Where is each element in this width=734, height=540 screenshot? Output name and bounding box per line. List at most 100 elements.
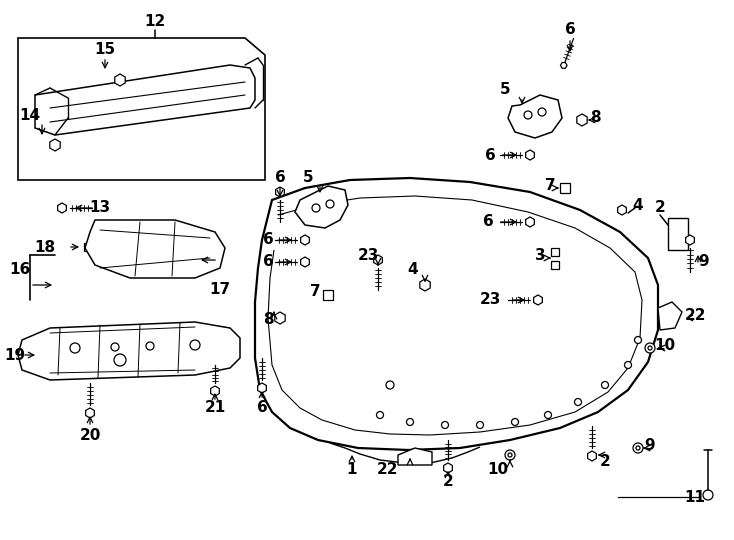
Circle shape xyxy=(648,346,652,350)
Text: 22: 22 xyxy=(377,462,399,477)
Circle shape xyxy=(508,453,512,457)
Polygon shape xyxy=(295,186,348,228)
Polygon shape xyxy=(301,257,309,267)
Circle shape xyxy=(190,340,200,350)
Text: 9: 9 xyxy=(644,437,655,453)
Text: 22: 22 xyxy=(684,307,706,322)
Text: 6: 6 xyxy=(275,171,286,186)
Circle shape xyxy=(634,336,642,343)
Circle shape xyxy=(326,200,334,208)
Text: 6: 6 xyxy=(263,254,273,269)
Text: 10: 10 xyxy=(487,462,509,477)
Polygon shape xyxy=(398,448,432,465)
Polygon shape xyxy=(420,279,430,291)
Bar xyxy=(551,248,559,256)
Text: 23: 23 xyxy=(357,247,379,262)
Circle shape xyxy=(386,381,394,389)
Circle shape xyxy=(633,443,643,453)
Text: 1: 1 xyxy=(346,462,357,477)
Text: 15: 15 xyxy=(95,43,115,57)
Text: 6: 6 xyxy=(484,147,495,163)
Text: 17: 17 xyxy=(209,282,230,298)
Text: 14: 14 xyxy=(19,107,40,123)
Text: 8: 8 xyxy=(589,111,600,125)
Bar xyxy=(84,243,92,251)
Polygon shape xyxy=(658,302,682,330)
Bar xyxy=(551,261,559,269)
Circle shape xyxy=(538,108,546,116)
Text: 18: 18 xyxy=(34,240,56,254)
Polygon shape xyxy=(18,38,265,180)
Polygon shape xyxy=(443,463,452,473)
Circle shape xyxy=(111,343,119,351)
Text: 4: 4 xyxy=(633,198,643,213)
Circle shape xyxy=(70,343,80,353)
Bar xyxy=(323,290,333,300)
Circle shape xyxy=(377,411,383,418)
Text: 6: 6 xyxy=(483,214,493,230)
Polygon shape xyxy=(115,74,126,86)
Text: 11: 11 xyxy=(685,489,705,504)
Polygon shape xyxy=(561,63,567,68)
Polygon shape xyxy=(577,114,587,126)
Bar xyxy=(560,183,570,193)
Text: 5: 5 xyxy=(500,83,510,98)
Polygon shape xyxy=(85,220,225,278)
Circle shape xyxy=(575,399,581,406)
Circle shape xyxy=(625,361,631,368)
Text: 21: 21 xyxy=(204,401,225,415)
Polygon shape xyxy=(276,187,284,197)
Polygon shape xyxy=(618,205,626,215)
Text: 20: 20 xyxy=(79,428,101,442)
Text: 10: 10 xyxy=(655,338,675,353)
Polygon shape xyxy=(374,255,382,265)
Polygon shape xyxy=(18,322,240,380)
Text: 2: 2 xyxy=(655,200,666,215)
Text: 6: 6 xyxy=(263,233,273,247)
Circle shape xyxy=(703,490,713,500)
Text: 2: 2 xyxy=(600,455,611,469)
Text: 13: 13 xyxy=(90,200,111,215)
Polygon shape xyxy=(255,178,658,450)
Circle shape xyxy=(441,422,448,429)
Text: 9: 9 xyxy=(699,254,709,269)
Text: 4: 4 xyxy=(407,262,418,278)
Text: 16: 16 xyxy=(10,262,31,278)
Text: 7: 7 xyxy=(310,285,320,300)
Text: 6: 6 xyxy=(257,401,267,415)
Text: 6: 6 xyxy=(564,23,575,37)
Polygon shape xyxy=(686,235,694,245)
Circle shape xyxy=(146,342,154,350)
Text: 3: 3 xyxy=(534,247,545,262)
Polygon shape xyxy=(301,235,309,245)
Text: 12: 12 xyxy=(145,15,166,30)
Text: 5: 5 xyxy=(302,171,313,186)
Polygon shape xyxy=(526,217,534,227)
Circle shape xyxy=(545,411,551,418)
Circle shape xyxy=(407,418,413,426)
Polygon shape xyxy=(211,386,219,396)
Polygon shape xyxy=(588,451,596,461)
Text: 2: 2 xyxy=(443,475,454,489)
Circle shape xyxy=(601,381,608,388)
Circle shape xyxy=(505,450,515,460)
Polygon shape xyxy=(50,139,60,151)
Circle shape xyxy=(114,354,126,366)
Text: 23: 23 xyxy=(479,293,501,307)
Circle shape xyxy=(524,111,532,119)
Polygon shape xyxy=(275,312,286,324)
Polygon shape xyxy=(58,203,66,213)
Text: 19: 19 xyxy=(4,348,26,362)
Circle shape xyxy=(636,446,640,450)
Polygon shape xyxy=(508,95,562,138)
Polygon shape xyxy=(668,218,688,250)
Polygon shape xyxy=(86,408,95,418)
Circle shape xyxy=(645,343,655,353)
Polygon shape xyxy=(35,65,255,135)
Circle shape xyxy=(512,418,518,426)
Polygon shape xyxy=(526,150,534,160)
Text: 8: 8 xyxy=(263,313,273,327)
Text: 7: 7 xyxy=(545,179,556,193)
Circle shape xyxy=(476,422,484,429)
Polygon shape xyxy=(258,383,266,393)
